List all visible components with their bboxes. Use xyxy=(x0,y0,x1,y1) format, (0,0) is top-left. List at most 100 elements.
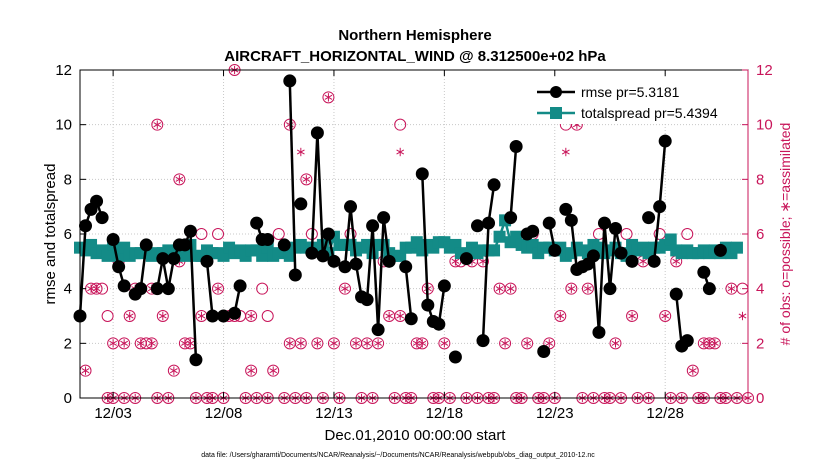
rmse-point xyxy=(713,243,727,257)
obs-possible-marker xyxy=(294,337,307,350)
x-tick-label: 12/18 xyxy=(426,405,464,422)
obs-assimilated-marker xyxy=(92,284,101,293)
legend-rmse-marker xyxy=(550,86,562,98)
obs-assimilated-marker xyxy=(561,147,570,157)
x-tick-label: 12/13 xyxy=(315,405,353,422)
x-tick-label: 12/03 xyxy=(94,405,132,422)
legend-totalspread-marker xyxy=(550,107,562,119)
obs-possible-marker xyxy=(256,282,269,295)
rmse-point xyxy=(277,238,291,252)
y-axis-label: rmse and totalspread xyxy=(42,164,59,305)
rmse-point xyxy=(697,265,711,279)
rmse-point xyxy=(288,268,302,282)
rmse-point xyxy=(139,238,153,252)
obs-assimilated-marker xyxy=(186,339,195,348)
obs-assimilated-marker xyxy=(247,311,256,321)
rmse-point xyxy=(371,323,385,337)
rmse-point xyxy=(106,232,120,246)
obs-possible-marker xyxy=(338,282,351,295)
obs-assimilated-marker xyxy=(738,311,747,321)
obs-assimilated-marker xyxy=(296,339,305,348)
y-tick-label: 8 xyxy=(64,171,72,188)
data-file-footnote: data file: /Users/gharamti/Documents/NCA… xyxy=(201,452,595,459)
rmse-point xyxy=(338,260,352,274)
y-tick-label: 6 xyxy=(64,226,72,243)
obs-assimilated-marker xyxy=(120,339,129,348)
rmse-point xyxy=(614,246,628,260)
obs-assimilated-marker xyxy=(495,284,504,293)
obs-assimilated-marker xyxy=(81,366,90,375)
rmse-point xyxy=(526,224,540,238)
obs-possible-marker xyxy=(322,91,335,104)
obs-possible-marker xyxy=(267,364,280,377)
rmse-point xyxy=(586,249,600,263)
obs-possible-marker xyxy=(521,337,534,350)
x-tick-label: 12/08 xyxy=(205,405,243,422)
obs-possible-marker xyxy=(311,337,324,350)
rmse-point xyxy=(432,317,446,331)
rmse-point xyxy=(625,254,639,268)
rmse-point xyxy=(702,282,716,296)
obs-assimilated-marker xyxy=(147,339,156,348)
obs-assimilated-marker xyxy=(710,339,719,348)
totalspread-point xyxy=(488,244,501,257)
rmse-point xyxy=(189,353,203,367)
obs-assimilated-marker xyxy=(87,284,95,293)
obs-possible-marker xyxy=(145,337,158,350)
rmse-point xyxy=(261,232,275,246)
rmse-point xyxy=(564,213,578,227)
rmse-point xyxy=(680,334,694,348)
obs-assimilated-marker xyxy=(285,339,294,348)
chart-title-line2: AIRCRAFT_HORIZONTAL_WIND @ 8.312500e+02 … xyxy=(224,48,606,65)
rmse-point xyxy=(404,312,418,326)
rmse-point xyxy=(642,211,656,225)
rmse-point xyxy=(382,254,396,268)
rmse-point xyxy=(117,279,131,293)
obs-assimilated-marker xyxy=(153,120,162,129)
obs-assimilated-marker xyxy=(556,311,565,321)
obs-possible-marker xyxy=(327,337,340,350)
rmse-point xyxy=(537,345,551,359)
obs-possible-marker xyxy=(626,310,639,322)
rmse-point xyxy=(487,178,501,192)
rmse-series xyxy=(73,74,727,367)
obs-possible-marker xyxy=(686,364,699,377)
obs-assimilated-marker xyxy=(506,284,515,293)
totalspread-point xyxy=(178,249,191,262)
right-tick-label: 6 xyxy=(756,226,764,243)
legend-totalspread-label: totalspread pr=5.4394 xyxy=(581,105,718,121)
obs-possible-marker xyxy=(212,228,225,240)
rmse-point xyxy=(647,254,661,268)
x-axis-label: Dec.01,2010 00:00:00 start xyxy=(325,427,507,444)
obs-possible-marker xyxy=(372,337,385,350)
right-tick-label: 10 xyxy=(756,117,773,134)
totalspread-point xyxy=(493,230,506,243)
obs-assimilated-marker xyxy=(341,284,349,293)
x-axis-ticks: 12/03 12/08 12/13 12/18 12/23 12/28 xyxy=(94,70,684,422)
obs-assimilated-marker xyxy=(197,311,206,321)
rmse-point xyxy=(327,254,341,268)
y-tick-label: 4 xyxy=(64,281,72,298)
obs-assimilated-marker xyxy=(136,339,145,348)
legend-rmse-label: rmse pr=5.3181 xyxy=(581,84,680,100)
y-axis-ticks: 0 2 4 6 8 10 12 xyxy=(55,62,86,407)
obs-possible-marker xyxy=(681,228,694,240)
rmse-point xyxy=(366,219,380,233)
rmse-point xyxy=(167,252,181,266)
obs-possible-marker xyxy=(659,310,672,322)
y-tick-label: 0 xyxy=(64,390,72,407)
obs-assimilated-marker xyxy=(374,339,383,348)
obs-assimilated-marker xyxy=(158,311,167,321)
obs-possible-marker xyxy=(156,310,169,322)
obs-possible-marker xyxy=(212,282,225,295)
rmse-point xyxy=(150,282,164,296)
totalspread-point xyxy=(118,241,131,254)
rmse-point xyxy=(399,260,413,274)
rmse-point xyxy=(548,243,562,257)
obs-possible-marker xyxy=(554,310,567,322)
obs-assimilated-marker xyxy=(396,147,405,157)
rmse-point xyxy=(316,249,330,263)
right-tick-label: 4 xyxy=(756,281,764,298)
rmse-point xyxy=(437,279,451,293)
rmse-line-segment xyxy=(404,266,413,319)
